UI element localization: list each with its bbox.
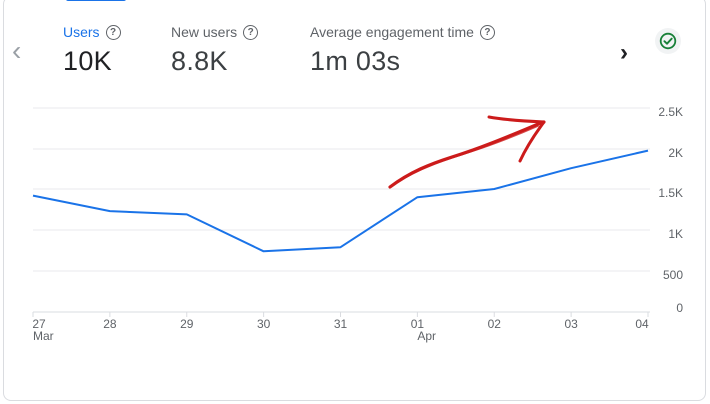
y-tick-label: 2K <box>668 146 683 160</box>
chart-card <box>3 0 706 401</box>
previous-metrics-button[interactable]: ‹ <box>12 35 22 66</box>
x-tick-label: 28 <box>103 317 117 331</box>
metric-label: Average engagement time <box>310 24 474 40</box>
hand-drawn-arrow-annotation <box>388 115 546 189</box>
data-point[interactable] <box>181 208 193 220</box>
x-month-label: Apr <box>417 329 436 343</box>
x-tick-label: 04 <box>635 317 649 331</box>
annotation-arrow-head-bottom <box>518 120 546 163</box>
metric-tab-users[interactable]: Users ? 10K <box>63 22 121 77</box>
data-point[interactable] <box>411 191 423 203</box>
metric-value: 10K <box>63 46 112 76</box>
data-point[interactable] <box>488 183 500 195</box>
help-icon[interactable]: ? <box>243 24 259 40</box>
metric-label: New users <box>171 24 238 40</box>
y-tick-label: 500 <box>663 268 683 282</box>
metric-tab-new-users[interactable]: New users ? 8.8K <box>171 22 259 77</box>
y-tick-label: 0 <box>676 301 683 315</box>
x-tick-label: 31 <box>334 317 348 331</box>
next-metrics-button[interactable]: › <box>620 40 628 66</box>
x-tick-label: 29 <box>180 317 194 331</box>
data-point[interactable] <box>642 145 654 157</box>
help-icon[interactable]: ? <box>479 24 495 40</box>
x-tick-label: 27 <box>32 317 46 331</box>
data-point[interactable] <box>258 245 270 257</box>
active-tab-indicator <box>66 0 126 1</box>
data-point[interactable] <box>565 162 577 174</box>
x-tick-label: 01 <box>411 317 425 331</box>
y-tick-label: 1.5K <box>658 186 683 200</box>
annotation-arrow-shaft <box>388 120 545 189</box>
chevron-left-icon: ‹ <box>12 35 22 66</box>
metric-value: 8.8K <box>171 46 228 76</box>
data-point[interactable] <box>335 241 347 253</box>
y-tick-label: 2.5K <box>658 105 683 119</box>
metric-label: Users <box>63 24 100 40</box>
series-line-users <box>32 149 649 253</box>
annotation-arrow-head-top <box>487 115 546 124</box>
annotation-arrow-shaft-stroke <box>395 125 539 184</box>
data-point[interactable] <box>27 190 39 202</box>
check-circle-icon <box>659 32 677 50</box>
metric-value: 1m 03s <box>310 46 401 76</box>
data-point[interactable] <box>104 205 116 217</box>
x-month-label: Mar <box>33 329 54 343</box>
x-tick-label: 02 <box>488 317 502 331</box>
help-icon[interactable]: ? <box>105 24 121 40</box>
x-tick-label: 30 <box>257 317 271 331</box>
y-tick-label: 1K <box>668 227 683 241</box>
data-quality-status[interactable] <box>655 28 681 54</box>
chevron-right-icon: › <box>620 39 628 66</box>
metric-tab-average-engagement-time[interactable]: Average engagement time ? 1m 03s <box>310 22 495 77</box>
x-tick-label: 03 <box>564 317 578 331</box>
